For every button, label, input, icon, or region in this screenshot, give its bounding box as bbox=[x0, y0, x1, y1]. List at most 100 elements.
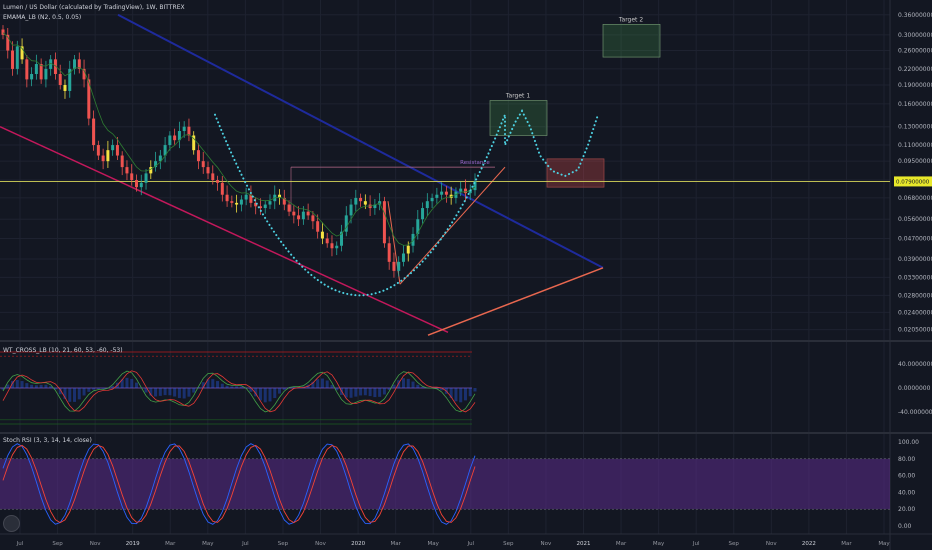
time-axis-tick-label: Sep bbox=[729, 541, 740, 547]
wt-histogram-bar bbox=[449, 388, 453, 399]
candle-body bbox=[316, 221, 320, 232]
stoch-k-line bbox=[2, 443, 476, 525]
candle-body bbox=[421, 208, 425, 220]
candle-body bbox=[463, 188, 467, 194]
main-chart-title: Lumen / US Dollar (calculated by Trading… bbox=[3, 4, 185, 11]
tradingview-logo-icon[interactable] bbox=[3, 515, 20, 532]
emama-line bbox=[2, 32, 476, 246]
wt-histogram-bar bbox=[211, 379, 215, 388]
wt-histogram-bar bbox=[125, 377, 129, 388]
time-axis-tick-label: May bbox=[428, 541, 440, 547]
wt-histogram-bar bbox=[359, 388, 363, 396]
time-axis-tick-label: Mar bbox=[841, 541, 852, 547]
time-axis-tick-label: May bbox=[202, 541, 214, 547]
candle-body bbox=[282, 197, 286, 205]
wt-histogram-bar bbox=[378, 388, 382, 397]
candle-body bbox=[268, 201, 272, 205]
wt-histogram-bar bbox=[320, 378, 324, 388]
candle-body bbox=[239, 199, 243, 205]
wt-histogram-bar bbox=[196, 387, 200, 388]
candle-body bbox=[96, 145, 100, 156]
price-axis-tick-label: 0.04700000 bbox=[898, 235, 932, 242]
time-axis-tick-label: May bbox=[878, 541, 890, 547]
candle-body bbox=[34, 64, 38, 75]
price-axis-tick-label: 0.06800000 bbox=[898, 195, 932, 202]
wt-histogram-bar bbox=[53, 388, 57, 390]
candle-body bbox=[92, 118, 96, 146]
wt-line-1 bbox=[2, 370, 476, 413]
wt-histogram-bar bbox=[268, 388, 272, 402]
candle-body bbox=[340, 231, 344, 246]
wt-cross-title: WT_CROSS_LB (10, 21, 60, 53, -60, -53) bbox=[3, 347, 123, 354]
candle-body bbox=[187, 126, 191, 136]
wt-histogram-bar bbox=[292, 387, 296, 388]
candle-body bbox=[130, 173, 134, 181]
candle-body bbox=[301, 211, 305, 220]
wt-histogram-bar bbox=[111, 386, 115, 388]
candle-body bbox=[244, 194, 248, 200]
time-axis-tick-label: Nov bbox=[315, 541, 326, 547]
wt-histogram-bar bbox=[225, 385, 229, 388]
wt-histogram-bar bbox=[254, 388, 258, 397]
candle-body bbox=[225, 194, 229, 202]
wt-histogram-bar bbox=[11, 380, 15, 388]
wt-histogram-bar bbox=[235, 386, 239, 388]
candle-body bbox=[425, 201, 429, 209]
candle-body bbox=[325, 238, 329, 244]
candle-body bbox=[306, 211, 310, 216]
candle-body bbox=[230, 201, 234, 203]
wt-histogram-bar bbox=[273, 388, 277, 399]
price-axis-tick-label: 0.11000000 bbox=[898, 142, 932, 149]
candle-body bbox=[220, 182, 224, 195]
candle-body bbox=[411, 233, 415, 246]
candle-body bbox=[139, 182, 143, 188]
wt-histogram-bar bbox=[73, 388, 77, 402]
wt-histogram-bar bbox=[249, 388, 253, 392]
wt-histogram-bar bbox=[206, 379, 210, 388]
current-price-tag-label: 0.07900000 bbox=[896, 179, 930, 185]
wt-histogram-bar bbox=[216, 381, 220, 388]
wt-histogram-bar bbox=[230, 386, 234, 388]
candle-body bbox=[101, 155, 105, 162]
candle-body bbox=[468, 190, 472, 194]
wt-histogram-bar bbox=[130, 378, 134, 388]
wt-histogram-bar bbox=[416, 384, 420, 388]
price-axis-tick-label: 0.02800000 bbox=[898, 292, 932, 299]
candle-body bbox=[449, 194, 453, 198]
candle-body bbox=[44, 68, 48, 80]
candle-body bbox=[154, 161, 158, 168]
stoch-axis-tick-label: 60.00 bbox=[898, 473, 915, 480]
time-axis-tick-label: Jul bbox=[466, 541, 474, 547]
candle-body bbox=[297, 215, 301, 220]
wt-histogram-bar bbox=[382, 388, 386, 395]
wt-histogram-bar bbox=[58, 388, 62, 395]
time-axis-tick-label: Jul bbox=[692, 541, 700, 547]
rising-trendline bbox=[399, 166, 506, 285]
wt-histogram-bar bbox=[20, 381, 24, 388]
candle-body bbox=[158, 155, 162, 162]
candle-body bbox=[373, 204, 377, 209]
candle-body bbox=[444, 191, 448, 195]
candle-body bbox=[53, 59, 57, 75]
wt-histogram-bar bbox=[182, 388, 186, 399]
wt-histogram-bar bbox=[344, 388, 348, 398]
candle-body bbox=[68, 68, 72, 91]
time-axis-tick-label: Sep bbox=[278, 541, 289, 547]
wt-histogram-bar bbox=[68, 388, 72, 402]
wt-histogram-bar bbox=[349, 388, 353, 398]
time-axis-tick-label: Mar bbox=[390, 541, 401, 547]
candle-body bbox=[397, 261, 401, 271]
price-axis-tick-label: 0.36000000 bbox=[898, 12, 932, 19]
resistance-label: Resistance bbox=[460, 160, 490, 166]
wt-histogram-bar bbox=[96, 388, 100, 389]
wt-histogram-bar bbox=[463, 388, 467, 401]
wt-histogram-bar bbox=[330, 384, 334, 388]
wt-histogram-bar bbox=[168, 388, 172, 396]
candle-body bbox=[173, 135, 177, 141]
candle-body bbox=[292, 211, 296, 216]
cup-and-handle-projection bbox=[214, 108, 599, 297]
wt-histogram-bar bbox=[368, 388, 372, 397]
wt-axis-tick-label: -40.0000000 bbox=[898, 409, 932, 416]
target-1-label: Target 1 bbox=[505, 93, 530, 100]
